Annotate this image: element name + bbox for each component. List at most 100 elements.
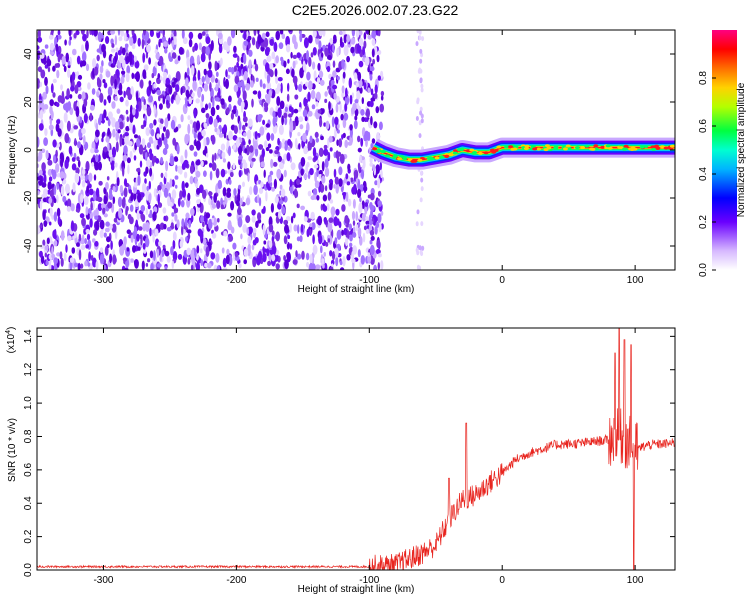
noise-cell bbox=[420, 251, 424, 257]
noise-cell bbox=[105, 70, 111, 78]
noise-cell bbox=[63, 65, 67, 73]
noise-cell bbox=[265, 94, 268, 100]
noise-cell bbox=[363, 82, 367, 90]
noise-cell bbox=[343, 112, 349, 121]
noise-cell bbox=[374, 92, 378, 100]
noise-cell bbox=[247, 243, 251, 250]
noise-cell bbox=[105, 136, 110, 143]
noise-cell bbox=[357, 188, 362, 199]
noise-cell bbox=[241, 196, 245, 201]
noise-cell bbox=[311, 104, 316, 110]
noise-cell bbox=[165, 129, 170, 139]
noise-cell bbox=[49, 189, 55, 198]
noise-cell bbox=[200, 248, 203, 254]
noise-cell bbox=[420, 87, 424, 93]
noise-cell bbox=[77, 93, 82, 100]
noise-cell bbox=[286, 152, 291, 162]
noise-cell bbox=[221, 247, 225, 254]
colorbar-label: Normalized spectral amplitude bbox=[736, 82, 747, 217]
noise-cell bbox=[218, 87, 221, 98]
noise-cell bbox=[335, 103, 339, 113]
noise-cell bbox=[64, 133, 70, 144]
noise-cell bbox=[145, 166, 149, 174]
noise-cell bbox=[174, 207, 179, 214]
noise-cell bbox=[112, 128, 116, 138]
noise-cell bbox=[37, 176, 42, 181]
y-tick-label: -20 bbox=[23, 190, 34, 205]
noise-cell bbox=[76, 81, 82, 88]
noise-cell bbox=[183, 171, 188, 179]
noise-cell bbox=[77, 262, 81, 270]
ridge-cell bbox=[503, 145, 509, 149]
ridge-cell bbox=[490, 148, 495, 152]
noise-cell bbox=[51, 30, 54, 35]
noise-cell bbox=[44, 44, 49, 49]
noise-cell bbox=[309, 223, 313, 228]
noise-cell bbox=[124, 132, 129, 137]
noise-cell bbox=[276, 168, 282, 179]
noise-cell bbox=[115, 132, 119, 142]
noise-cell bbox=[280, 188, 286, 198]
noise-cell bbox=[213, 193, 217, 203]
noise-cell bbox=[299, 32, 303, 43]
noise-cell bbox=[165, 160, 169, 172]
noise-cell bbox=[308, 262, 314, 270]
noise-cell bbox=[114, 35, 118, 46]
noise-cell bbox=[143, 30, 146, 36]
noise-cell bbox=[48, 221, 52, 226]
noise-cell bbox=[200, 52, 206, 63]
noise-cell bbox=[378, 222, 382, 233]
noise-cell bbox=[223, 41, 228, 51]
noise-cell bbox=[218, 32, 223, 40]
snr-frame bbox=[36, 327, 676, 571]
noise-cell bbox=[133, 55, 137, 63]
noise-cell bbox=[140, 192, 145, 198]
noise-cell bbox=[110, 48, 116, 53]
noise-cell bbox=[220, 57, 223, 66]
noise-cell bbox=[346, 34, 351, 43]
noise-cell bbox=[369, 202, 373, 210]
noise-cell bbox=[197, 228, 203, 237]
noise-cell bbox=[300, 205, 305, 211]
noise-cell bbox=[292, 54, 297, 60]
noise-cell bbox=[175, 94, 181, 105]
noise-cell bbox=[38, 169, 43, 176]
noise-cell bbox=[370, 235, 375, 241]
noise-cell bbox=[371, 30, 377, 39]
noise-cell bbox=[46, 58, 52, 67]
noise-cell bbox=[203, 122, 208, 129]
noise-cell bbox=[327, 238, 331, 243]
noise-cell bbox=[111, 101, 116, 109]
ridge-cell bbox=[392, 155, 398, 159]
noise-cell bbox=[123, 145, 128, 155]
noise-cell bbox=[202, 149, 207, 156]
noise-cell bbox=[308, 228, 312, 236]
ridge-cell bbox=[385, 154, 390, 158]
noise-cell bbox=[225, 254, 230, 265]
noise-cell bbox=[311, 222, 316, 231]
noise-cell bbox=[123, 32, 127, 42]
noise-cell bbox=[328, 217, 334, 223]
noise-cell bbox=[332, 60, 336, 68]
noise-cell bbox=[140, 205, 146, 212]
noise-cell bbox=[105, 221, 110, 227]
noise-cell bbox=[139, 234, 143, 240]
noise-cell bbox=[307, 156, 313, 161]
noise-cell bbox=[157, 193, 160, 205]
noise-cell bbox=[85, 40, 89, 52]
noise-cell bbox=[37, 136, 40, 148]
noise-cell bbox=[331, 116, 335, 128]
noise-cell bbox=[203, 83, 209, 92]
noise-cell bbox=[66, 198, 72, 209]
noise-cell bbox=[264, 69, 267, 79]
noise-cell bbox=[220, 197, 224, 207]
noise-cell bbox=[63, 112, 68, 123]
noise-cell bbox=[57, 34, 62, 40]
noise-cell bbox=[354, 108, 359, 117]
noise-cell bbox=[177, 253, 183, 260]
noise-cell bbox=[251, 98, 254, 108]
noise-cell bbox=[299, 67, 304, 79]
noise-cell bbox=[222, 187, 227, 197]
noise-cell bbox=[131, 30, 135, 36]
noise-cell bbox=[286, 93, 290, 102]
